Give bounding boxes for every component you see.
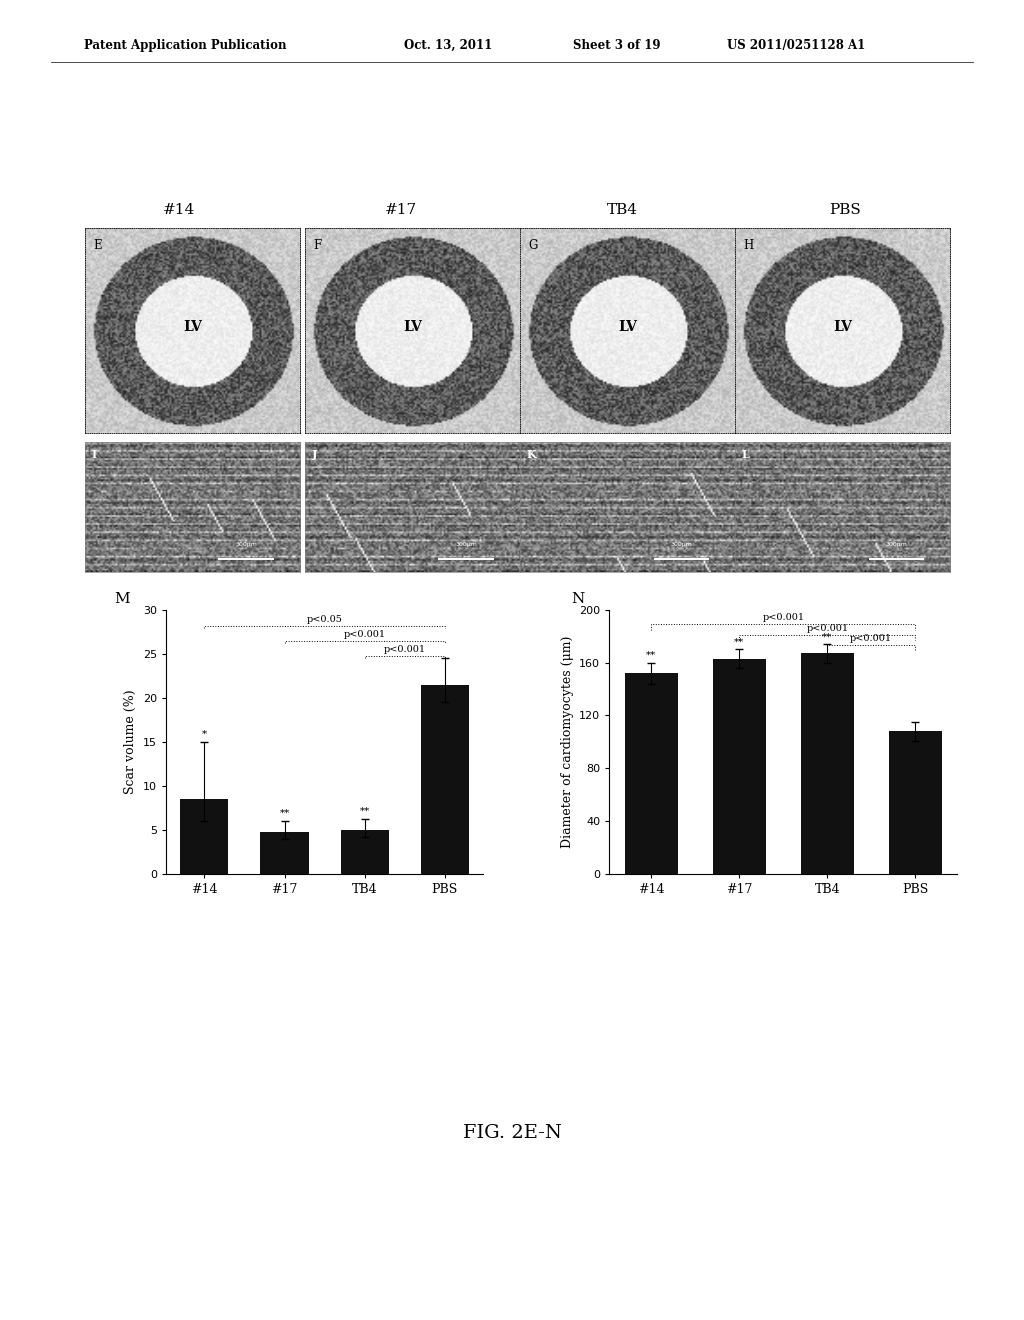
- Text: *: *: [202, 730, 207, 738]
- Text: 300μm: 300μm: [671, 541, 692, 546]
- Text: p<0.001: p<0.001: [762, 614, 805, 622]
- Text: L: L: [741, 449, 750, 459]
- Bar: [889, 731, 942, 874]
- Text: p<0.001: p<0.001: [850, 635, 892, 643]
- Text: LV: LV: [403, 319, 422, 334]
- Y-axis label: Scar volume (%): Scar volume (%): [124, 689, 137, 795]
- Text: TB4: TB4: [607, 203, 638, 216]
- Bar: [801, 653, 854, 874]
- Text: F: F: [313, 239, 322, 252]
- Text: #14: #14: [163, 203, 196, 216]
- Text: Sheet 3 of 19: Sheet 3 of 19: [573, 38, 660, 51]
- Text: **: **: [280, 809, 290, 817]
- Text: K: K: [526, 449, 537, 459]
- Text: LV: LV: [834, 319, 852, 334]
- Bar: [713, 659, 766, 874]
- Bar: [341, 830, 389, 874]
- Text: N: N: [571, 593, 585, 606]
- Text: **: **: [646, 651, 656, 660]
- Text: Patent Application Publication: Patent Application Publication: [84, 38, 287, 51]
- Text: LV: LV: [618, 319, 637, 334]
- Text: 300μm: 300μm: [236, 541, 257, 546]
- Text: 300μm: 300μm: [456, 541, 477, 546]
- Text: G: G: [528, 239, 539, 252]
- Bar: [180, 799, 228, 874]
- Text: p<0.05: p<0.05: [306, 615, 343, 624]
- Text: LV: LV: [183, 319, 202, 334]
- Bar: [625, 673, 678, 874]
- Text: E: E: [93, 239, 102, 252]
- Text: p<0.001: p<0.001: [806, 624, 848, 632]
- Text: 300μm: 300μm: [886, 541, 907, 546]
- Text: US 2011/0251128 A1: US 2011/0251128 A1: [727, 38, 865, 51]
- Text: **: **: [359, 807, 370, 816]
- Text: FIG. 2E-N: FIG. 2E-N: [463, 1123, 561, 1142]
- Text: H: H: [743, 239, 754, 252]
- Y-axis label: Diameter of cardiomyocytes (μm): Diameter of cardiomyocytes (μm): [560, 636, 573, 847]
- Text: p<0.001: p<0.001: [384, 645, 426, 653]
- Text: **: **: [822, 632, 833, 642]
- Text: PBS: PBS: [828, 203, 861, 216]
- Text: M: M: [115, 593, 130, 606]
- Text: Oct. 13, 2011: Oct. 13, 2011: [404, 38, 493, 51]
- Bar: [260, 832, 308, 874]
- Text: #17: #17: [385, 203, 418, 216]
- Text: J: J: [311, 449, 317, 459]
- Text: I: I: [91, 449, 96, 459]
- Text: p<0.001: p<0.001: [344, 630, 386, 639]
- Text: **: **: [734, 638, 744, 647]
- Bar: [421, 685, 469, 874]
